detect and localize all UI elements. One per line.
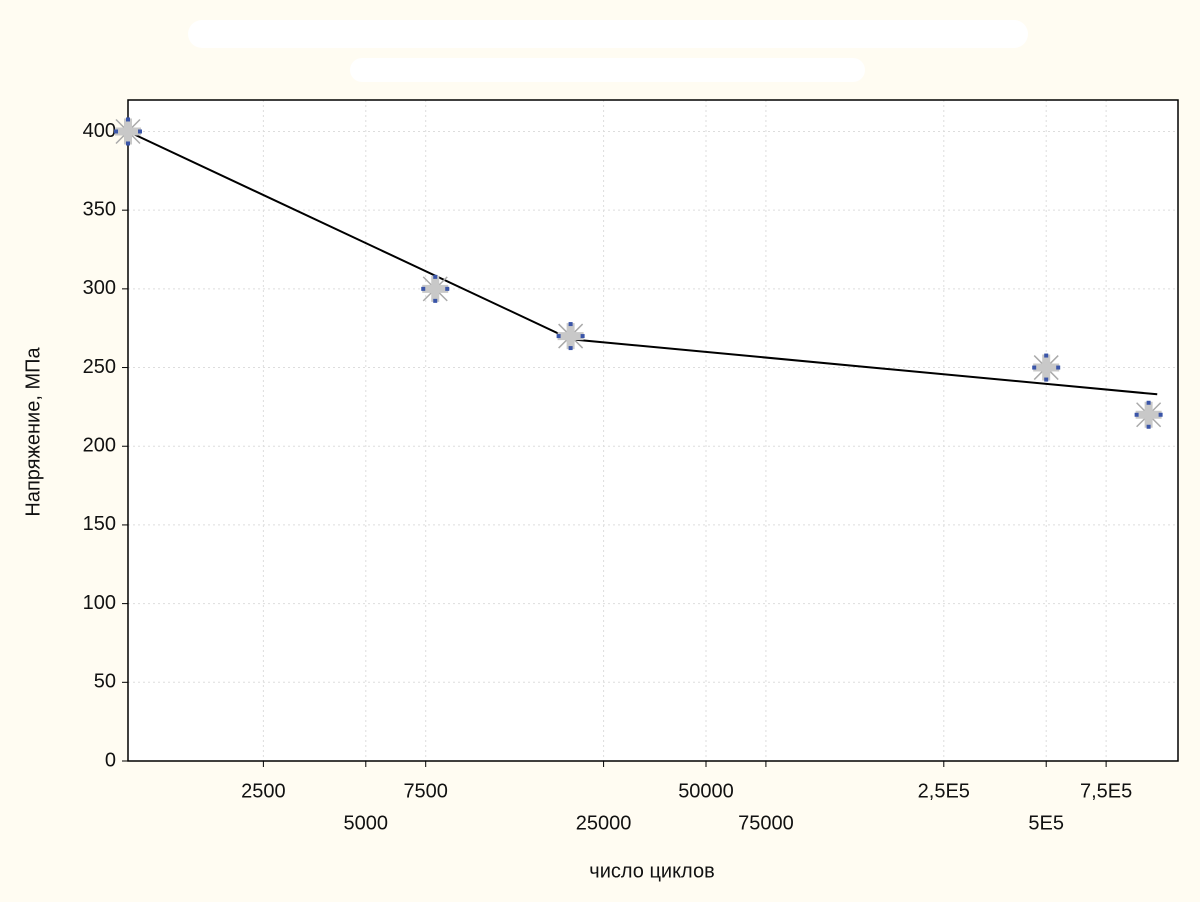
point-cross — [422, 275, 449, 302]
x-tick-label: 2500 — [241, 780, 286, 802]
y-tick-label: 0 — [105, 749, 116, 771]
point-dot — [126, 141, 130, 146]
point-dot — [580, 334, 585, 339]
point-cross — [557, 323, 584, 350]
point-dot — [433, 298, 438, 303]
point-cross — [1135, 401, 1162, 428]
point — [556, 322, 585, 351]
x-tick-label: 25000 — [576, 812, 632, 834]
point-dot — [1146, 400, 1151, 405]
point-dot — [1146, 424, 1151, 429]
point-dot — [1134, 412, 1139, 417]
x-tick-label: 75000 — [738, 812, 794, 834]
point-dot — [1044, 377, 1049, 382]
y-tick-label: 150 — [83, 513, 116, 535]
point-dot — [445, 286, 450, 291]
y-axis-label: Напряжение, МПа — [22, 347, 44, 517]
y-tick-label: 350 — [83, 198, 116, 220]
point — [114, 117, 142, 146]
point — [1032, 353, 1061, 382]
plot-frame — [127, 99, 1179, 762]
point-cross — [115, 118, 141, 145]
y-tick-label: 100 — [83, 592, 116, 614]
x-tick-label: 50000 — [678, 780, 734, 802]
plot-area — [128, 100, 1178, 761]
blurred-subtitle — [350, 58, 865, 82]
x-tick-label: 5E5 — [1028, 812, 1064, 834]
point-dot — [1044, 353, 1049, 358]
y-tick-label: 300 — [83, 277, 116, 299]
point — [1134, 400, 1163, 429]
x-tick-label: 2,5E5 — [918, 780, 970, 802]
point-dot — [138, 129, 142, 134]
point-dot — [1032, 365, 1037, 370]
point-dot — [1158, 412, 1163, 417]
point-dot — [126, 117, 130, 122]
point-dot — [421, 286, 426, 291]
x-tick-label: 7500 — [403, 780, 448, 802]
point — [421, 274, 450, 303]
y-tick-label: 400 — [83, 120, 116, 142]
point-dot — [1056, 365, 1061, 370]
x-axis-label: число циклов — [589, 860, 714, 882]
point-dot — [114, 129, 118, 134]
y-tick-label: 50 — [94, 671, 116, 693]
y-tick-label: 200 — [83, 435, 116, 457]
point-dot — [556, 334, 561, 339]
x-tick-label: 5000 — [344, 812, 389, 834]
point-dot — [568, 346, 573, 351]
blurred-title — [188, 20, 1028, 48]
point-dot — [433, 274, 438, 279]
y-tick-label: 250 — [83, 356, 116, 378]
point-dot — [568, 322, 573, 327]
x-tick-label: 7,5E5 — [1080, 780, 1132, 802]
point-cross — [1033, 354, 1060, 381]
